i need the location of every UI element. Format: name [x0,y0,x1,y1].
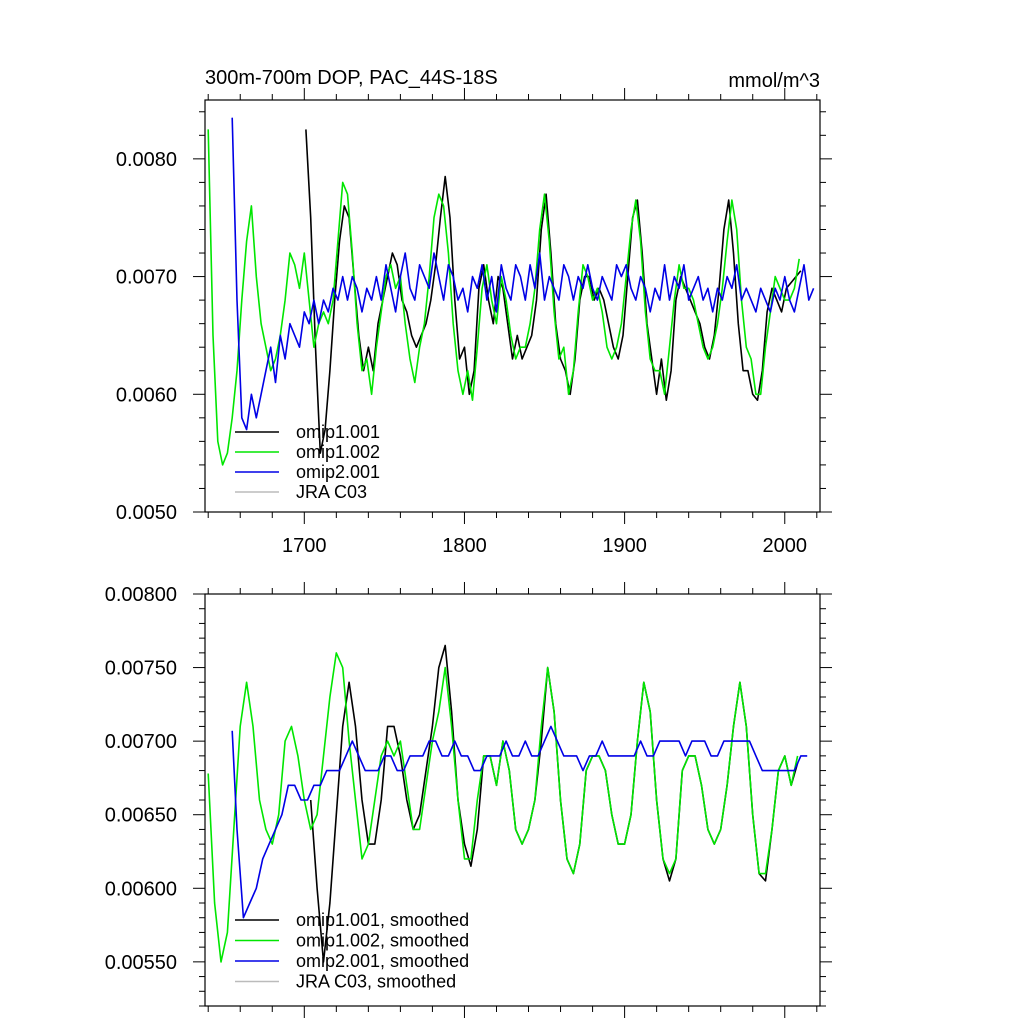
series-line-omip1-002-smoothed [207,652,799,963]
legend-label: omip1.001, smoothed [296,910,469,930]
y-tick-label: 0.00600 [105,878,177,900]
y-tick-label: 0.0060 [116,384,177,406]
plot-frame [204,593,821,1007]
legend-label: JRA C03, smoothed [296,972,456,992]
series-line-omip2-001-smoothed [231,725,808,919]
legend-label: omip2.001 [296,462,380,482]
panel-top: 300m-700m DOP, PAC_44S-18S mmol/m^3 1700… [116,67,832,557]
legend-label: omip1.002 [296,442,380,462]
legend-label: omip2.001, smoothed [296,951,469,971]
series-line-omip2-001 [231,117,815,431]
tick-group: 0.00550 0.00600 0.00650 0.00700 0.00750 0.008… [105,582,832,1018]
plot-frame [204,99,821,513]
panel-bottom: 0.00550 0.00600 0.00650 0.00700 0.00750 0.008… [105,582,832,1018]
series-line-omip1-002 [207,129,800,466]
units-label: mmol/m^3 [728,70,820,92]
tick-group: 1700 1800 1900 2000 0.0050 0.0060 0.0070 0.0080 [116,88,832,557]
y-tick-label: 0.00550 [105,952,177,974]
legend-label: omip1.001 [296,422,380,442]
x-tick-label: 1700 [282,535,327,557]
legend-label: omip1.002, smoothed [296,931,469,951]
x-tick-label: 1900 [602,535,647,557]
y-tick-label: 0.00750 [105,658,177,680]
y-tick-label: 0.00800 [105,584,177,606]
y-tick-label: 0.00650 [105,805,177,827]
y-tick-label: 0.0070 [116,267,177,289]
x-tick-label: 1800 [442,535,487,557]
y-tick-label: 0.0050 [116,502,177,524]
legend-label: JRA C03 [296,482,367,502]
x-tick-label: 2000 [763,535,808,557]
panel-title: 300m-700m DOP, PAC_44S-18S [205,67,498,89]
series-lines [207,644,808,963]
series-lines [207,117,815,466]
y-tick-label: 0.0080 [116,149,177,171]
y-tick-label: 0.00700 [105,731,177,753]
